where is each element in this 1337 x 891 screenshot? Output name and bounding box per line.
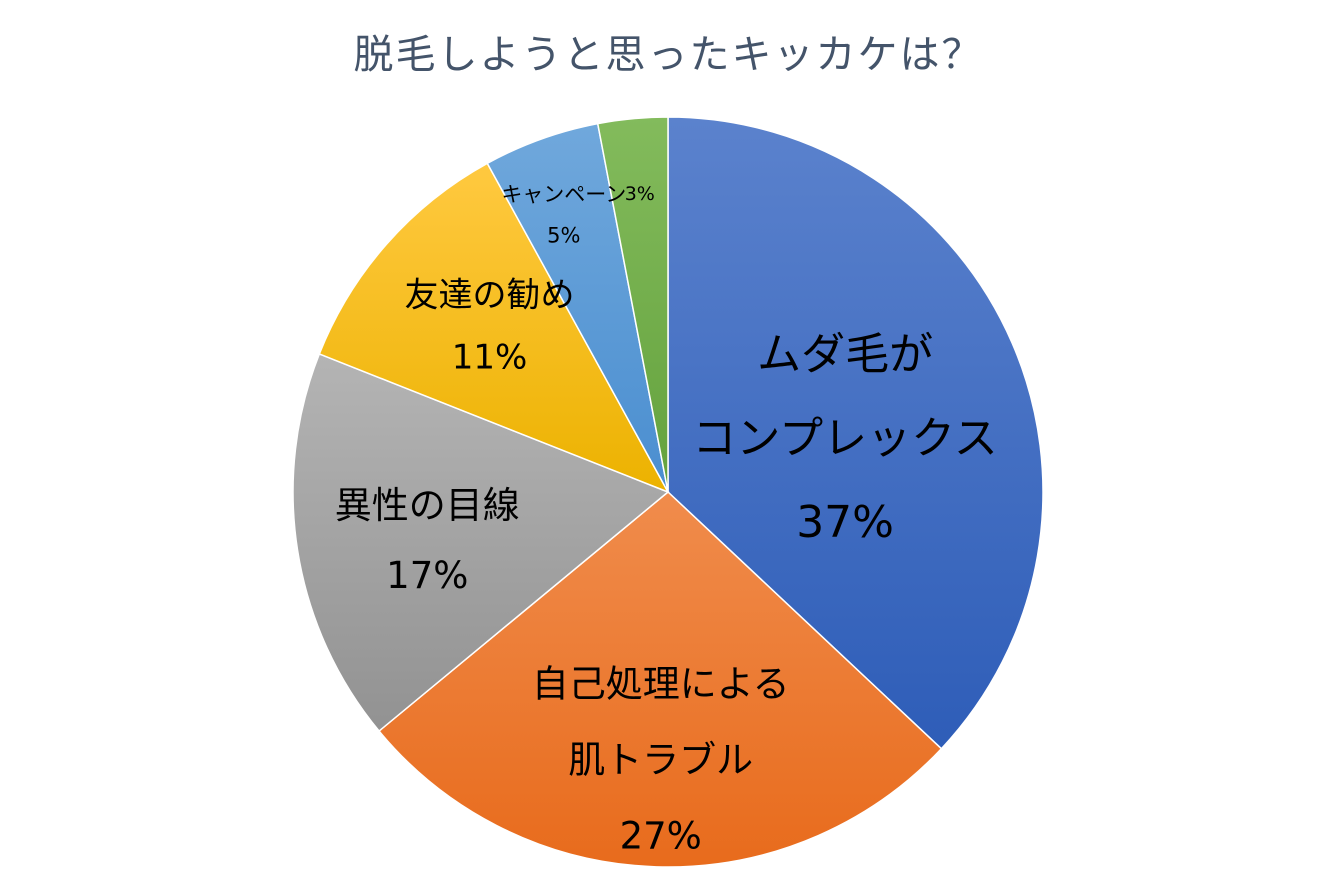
pie-slice-2 [292, 352, 670, 733]
slice-value-label: 5% [547, 224, 580, 248]
slice-category-label: 自己処理による [532, 662, 790, 705]
slice-category-label: 友達の勧め [405, 276, 575, 316]
chart-title: 脱毛しようと思ったキッカケは？ [353, 32, 984, 78]
pie-slice-1 [378, 491, 943, 868]
slice-value-label: 27% [620, 814, 702, 857]
pie-slice-3 [318, 162, 670, 494]
slice-label-5: 3% [625, 183, 655, 205]
slices-layer [292, 116, 1044, 868]
slice-label-2: 異性の目線 17% [335, 484, 520, 597]
pie-slice-5 [596, 116, 669, 493]
slice-category-label: ムダ毛が [757, 329, 933, 380]
slice-value-label: 17% [386, 554, 468, 597]
slice-label-3: 友達の勧め 11% [405, 276, 575, 378]
slice-value-label: 11% [452, 338, 528, 378]
pie-slice-0 [667, 116, 1044, 750]
slice-category-label: キャンペーン [501, 183, 626, 207]
slice-category-label: 異性の目線 [335, 484, 520, 527]
slice-category-label: 肌トラブル [568, 738, 753, 781]
slice-category-label: コンプレックス [692, 413, 997, 464]
slice-value-label: 37% [796, 497, 894, 548]
slice-label-4: キャンペーン 5% [501, 183, 626, 248]
slice-value-label: 3% [625, 183, 655, 205]
